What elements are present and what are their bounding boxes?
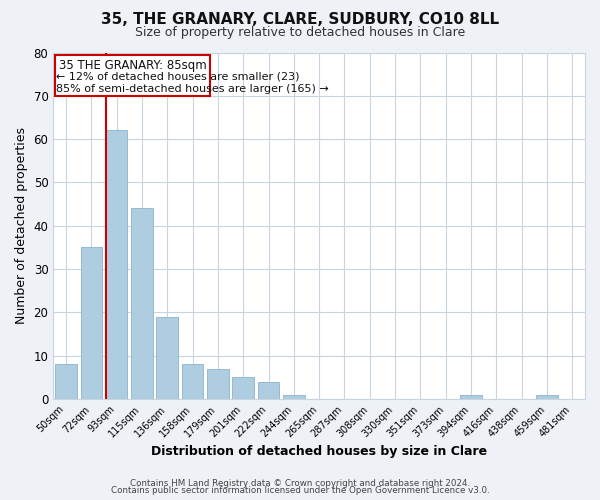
X-axis label: Distribution of detached houses by size in Clare: Distribution of detached houses by size … — [151, 444, 487, 458]
Bar — [460, 394, 482, 399]
Bar — [536, 394, 558, 399]
Text: ← 12% of detached houses are smaller (23): ← 12% of detached houses are smaller (23… — [56, 72, 299, 82]
Bar — [80, 248, 102, 399]
Bar — [55, 364, 77, 399]
Text: Contains HM Land Registry data © Crown copyright and database right 2024.: Contains HM Land Registry data © Crown c… — [130, 478, 470, 488]
Text: Size of property relative to detached houses in Clare: Size of property relative to detached ho… — [135, 26, 465, 39]
Bar — [283, 394, 305, 399]
FancyBboxPatch shape — [55, 54, 210, 96]
Text: 85% of semi-detached houses are larger (165) →: 85% of semi-detached houses are larger (… — [56, 84, 329, 94]
Text: 35, THE GRANARY, CLARE, SUDBURY, CO10 8LL: 35, THE GRANARY, CLARE, SUDBURY, CO10 8L… — [101, 12, 499, 28]
Text: Contains public sector information licensed under the Open Government Licence v3: Contains public sector information licen… — [110, 486, 490, 495]
Bar — [157, 317, 178, 399]
Bar — [232, 378, 254, 399]
Text: 35 THE GRANARY: 85sqm: 35 THE GRANARY: 85sqm — [59, 59, 206, 72]
Bar — [131, 208, 152, 399]
Bar — [258, 382, 279, 399]
Y-axis label: Number of detached properties: Number of detached properties — [15, 128, 28, 324]
Bar — [182, 364, 203, 399]
Bar — [106, 130, 127, 399]
Bar — [207, 369, 229, 399]
